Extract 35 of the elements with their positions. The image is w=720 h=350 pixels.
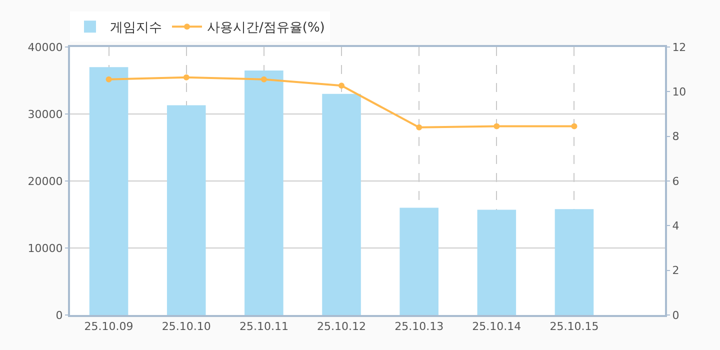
x-tick-label: 25.10.14 — [472, 320, 522, 334]
x-tick-label: 25.10.10 — [162, 320, 211, 334]
y2-tick-label: 10 — [672, 86, 686, 99]
bar — [477, 210, 516, 315]
y2-tick-label: 12 — [672, 40, 686, 54]
bar — [244, 70, 284, 315]
y-tick-label: 20000 — [28, 174, 63, 188]
point — [338, 82, 345, 89]
point — [494, 123, 500, 130]
y-tick-label: 30000 — [28, 108, 63, 121]
y-tick-label: 40000 — [28, 40, 63, 54]
y2-tick-label: 2 — [672, 264, 680, 278]
bar — [400, 208, 438, 315]
x-tick-label: 25.10.15 — [550, 320, 599, 334]
point — [571, 123, 578, 130]
point — [106, 76, 112, 82]
bar — [166, 105, 206, 315]
y2-tick-label: 6 — [672, 174, 680, 188]
point — [183, 74, 190, 80]
bar — [89, 67, 128, 315]
point — [416, 124, 422, 130]
point — [260, 76, 267, 82]
y2-tick-label: 4 — [672, 220, 680, 233]
y2-tick-label: 0 — [672, 308, 680, 322]
y-tick-label: 0 — [56, 308, 63, 322]
bar — [554, 209, 594, 315]
x-tick-label: 25.10.12 — [317, 320, 366, 334]
x-tick-label: 25.10.09 — [84, 320, 134, 334]
x-tick-label: 25.10.13 — [394, 320, 444, 334]
y-tick-label: 10000 — [28, 242, 63, 255]
x-tick-label: 25.10.11 — [239, 320, 288, 334]
legend-label: 사용시간/점유율(%) — [207, 20, 325, 36]
bar — [322, 94, 361, 315]
legend-label: 게임지수 — [110, 20, 162, 36]
y2-tick-label: 8 — [672, 130, 680, 144]
